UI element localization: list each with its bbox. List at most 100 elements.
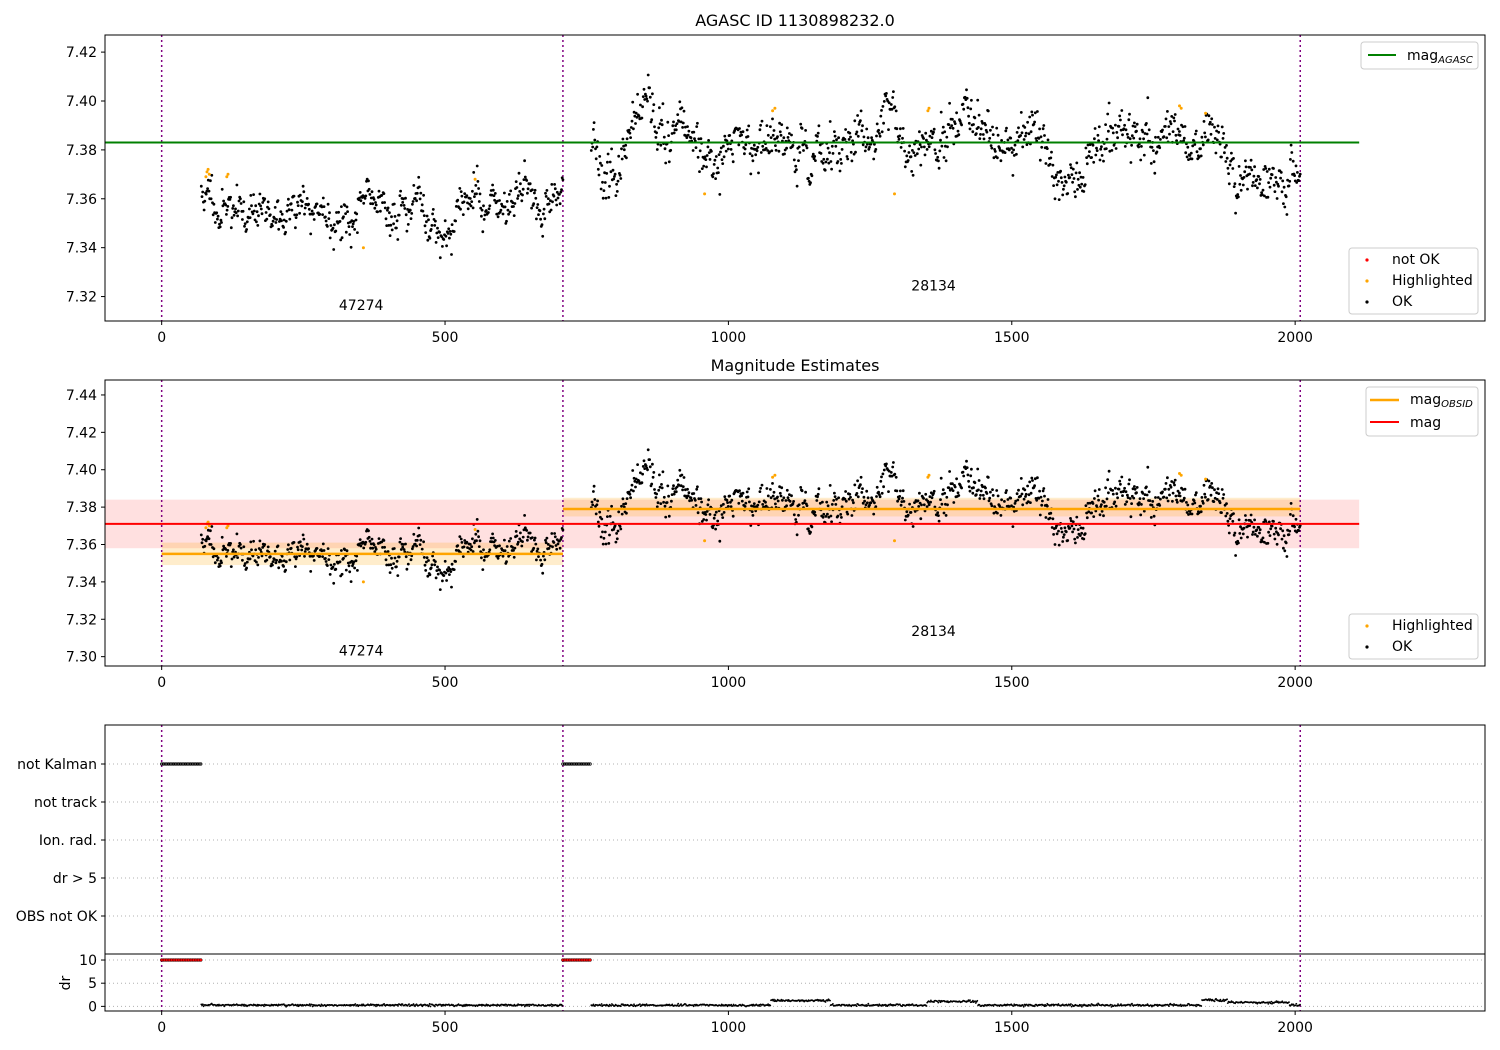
magnitude-ok-point xyxy=(1012,509,1016,513)
agasc-ok-point xyxy=(1130,143,1133,147)
dr-point xyxy=(1131,1002,1133,1005)
agasc-ok-point xyxy=(1227,172,1230,176)
magnitude-ok-point xyxy=(1076,536,1079,539)
magnitude-ok-point xyxy=(1124,490,1128,494)
magnitude-ok-point xyxy=(877,490,880,494)
agasc-ok-point xyxy=(1195,150,1199,154)
agasc-ok-point xyxy=(1166,110,1169,113)
agasc-highlighted-point xyxy=(927,106,931,110)
agasc-ok-point xyxy=(819,152,823,155)
magnitude-highlighted-point xyxy=(771,475,775,479)
magnitude-ok-point xyxy=(972,486,975,490)
magnitude-ok-point xyxy=(411,547,414,551)
magnitude-ok-point xyxy=(1285,555,1289,558)
magnitude-ok-point xyxy=(294,565,297,568)
agasc-ok-point xyxy=(826,146,830,150)
agasc-ok-point xyxy=(239,197,242,201)
magnitude-ok-point xyxy=(790,494,793,498)
magnitude-ok-point xyxy=(906,513,910,517)
agasc-ok-point xyxy=(1213,137,1217,140)
agasc-ok-point xyxy=(874,148,878,151)
agasc-ok-point xyxy=(745,128,749,132)
magnitude-ok-point xyxy=(670,499,673,503)
dr-point xyxy=(297,1003,299,1006)
magnitude-ok-point xyxy=(976,467,980,471)
dr-point xyxy=(829,999,831,1002)
magnitude-ok-point xyxy=(1166,499,1170,503)
agasc-ok-point xyxy=(1137,145,1140,149)
magnitude-ok-point xyxy=(1268,534,1272,537)
magnitude-ok-point xyxy=(1273,537,1277,541)
magnitude-ok-point xyxy=(434,560,437,563)
magnitude-ok-point xyxy=(665,501,669,504)
agasc-ok-point xyxy=(1208,120,1212,124)
magnitude-ok-point xyxy=(222,544,226,548)
not-kalman-point xyxy=(566,762,570,766)
agasc-ok-point xyxy=(499,208,503,212)
agasc-ok-point xyxy=(516,194,520,198)
magnitude-ok-point xyxy=(662,500,665,504)
agasc-highlighted-point xyxy=(1179,106,1183,110)
agasc-ok-point xyxy=(906,159,910,162)
agasc-ok-point xyxy=(720,158,724,162)
magnitude-ok-point xyxy=(1207,479,1211,483)
agasc-ok-point xyxy=(618,173,622,177)
magnitude-ok-point xyxy=(1145,493,1149,497)
magnitude-ok-point xyxy=(655,505,659,509)
agasc-ok-point xyxy=(603,181,607,184)
magnitude-ok-point xyxy=(1029,491,1033,495)
magnitude-ok-point xyxy=(919,517,923,521)
magnitude-ok-point xyxy=(977,479,981,482)
magnitude-ok-point xyxy=(417,526,421,530)
magnitude-ok-point xyxy=(784,499,788,502)
magnitude-ok-point xyxy=(1226,519,1230,523)
agasc-ok-point xyxy=(1164,117,1168,121)
magnitude-ok-point xyxy=(629,496,632,500)
magnitude-ok-point xyxy=(807,527,810,531)
agasc-ok-point xyxy=(468,197,472,200)
agasc-ok-point xyxy=(957,133,961,137)
agasc-xtick-label: 1000 xyxy=(711,330,747,346)
dr-point xyxy=(1129,1004,1132,1007)
flag-row-label: OBS not OK xyxy=(16,909,98,925)
dr-point xyxy=(354,1003,357,1005)
agasc-ok-point xyxy=(277,227,281,231)
magnitude-ok-point xyxy=(1289,513,1292,516)
agasc-ok-point xyxy=(620,147,623,151)
magnitude-ok-point xyxy=(822,512,826,516)
agasc-ok-point xyxy=(1199,154,1203,158)
magnitude-ok-point xyxy=(471,550,475,553)
agasc-ok-point xyxy=(681,126,684,129)
dr-point xyxy=(1292,1003,1295,1006)
magnitude-ytick-label: 7.30 xyxy=(66,650,97,666)
not-kalman-point xyxy=(574,762,579,766)
agasc-ok-point xyxy=(658,122,662,126)
agasc-ok-point xyxy=(1133,121,1136,125)
magnitude-ok-point xyxy=(1181,488,1185,491)
agasc-ok-point xyxy=(986,109,990,113)
agasc-ok-point xyxy=(1249,158,1253,162)
magnitude-ok-point xyxy=(937,519,941,523)
agasc-ok-point xyxy=(220,187,224,191)
magnitude-ok-point xyxy=(539,558,542,562)
agasc-ok-point xyxy=(351,222,355,226)
magnitude-ok-point xyxy=(1158,504,1162,507)
agasc-highlighted-point xyxy=(226,172,230,176)
agasc-ok-point xyxy=(693,137,696,141)
magnitude-ok-point xyxy=(861,501,865,505)
magnitude-ok-point xyxy=(289,546,293,550)
magnitude-ok-point xyxy=(1232,512,1235,515)
magnitude-ok-point xyxy=(331,565,335,569)
agasc-ok-point xyxy=(766,133,770,137)
dr-point xyxy=(428,1004,430,1007)
agasc-ok-point xyxy=(1232,185,1236,189)
agasc-ok-point xyxy=(651,92,654,96)
magnitude-ok-point xyxy=(245,560,249,564)
magnitude-ok-point xyxy=(960,486,963,490)
agasc-ok-point xyxy=(759,151,763,154)
magnitude-ok-point xyxy=(498,544,501,548)
magnitude-ok-point xyxy=(1257,526,1261,529)
magnitude-ok-point xyxy=(1170,480,1174,483)
magnitude-ok-point xyxy=(287,543,290,547)
